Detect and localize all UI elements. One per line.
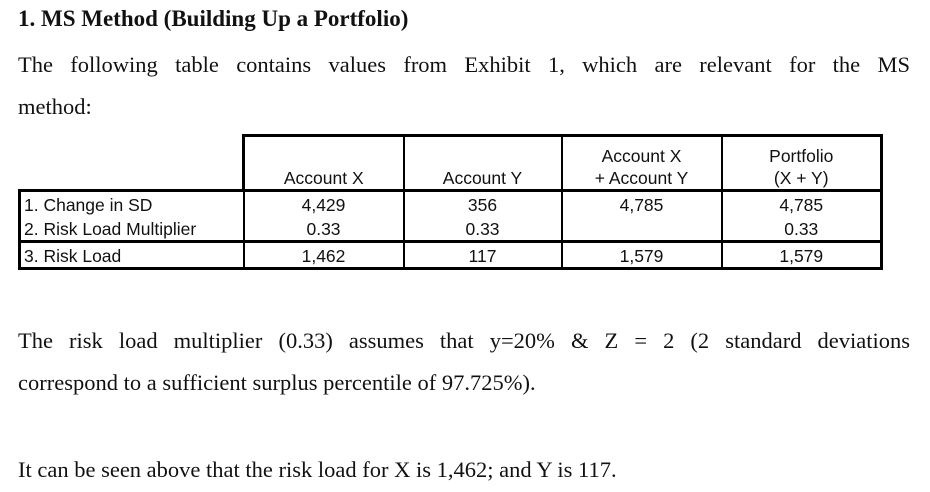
table-cell: 356	[402, 189, 563, 216]
table-cell: 0.33	[720, 216, 883, 242]
intro-paragraph: The following table contains values from…	[18, 44, 910, 128]
row-label-risk-load: 3. Risk Load	[18, 240, 245, 270]
ms-method-table: Account X Account Y Account X + Account …	[18, 134, 883, 270]
table-cell: 1,462	[242, 240, 405, 270]
table-row: 3. Risk Load 1,462 117 1,579 1,579	[18, 240, 883, 270]
table-cell: 1,579	[720, 240, 883, 270]
intro-line-1: The following table contains values from…	[18, 52, 910, 77]
note-line-1: The risk load multiplier (0.33) assumes …	[18, 328, 910, 353]
column-header-account-x-plus-y: Account X + Account Y	[560, 134, 723, 191]
table-cell: 4,785	[560, 189, 723, 216]
column-header-account-y: Account Y	[402, 134, 563, 191]
table-cell: 0.33	[402, 216, 563, 242]
intro-line-2: method:	[18, 94, 92, 119]
table-cell: 0.33	[242, 216, 405, 242]
table-cell: 4,429	[242, 189, 405, 216]
row-label-change-in-sd: 1. Change in SD	[18, 189, 245, 216]
table-corner-cell	[20, 136, 244, 191]
table-row: 1. Change in SD 4,429 356 4,785 4,785	[18, 189, 883, 216]
section-heading: 1. MS Method (Building Up a Portfolio)	[18, 6, 409, 31]
table-cell: 4,785	[720, 189, 883, 216]
table-cell: 117	[402, 240, 563, 270]
row-label-risk-load-multiplier: 2. Risk Load Multiplier	[18, 216, 245, 242]
table-header-row: Account X Account Y Account X + Account …	[20, 134, 883, 191]
column-header-account-x: Account X	[242, 134, 405, 191]
table-row: 2. Risk Load Multiplier 0.33 0.33 0.33	[18, 216, 883, 242]
conclusion-paragraph: It can be seen above that the risk load …	[18, 457, 617, 482]
note-line-2: correspond to a sufficient surplus perce…	[18, 370, 536, 395]
table-cell: 1,579	[560, 240, 723, 270]
column-header-portfolio: Portfolio (X + Y)	[720, 134, 883, 191]
note-paragraph: The risk load multiplier (0.33) assumes …	[18, 320, 910, 404]
table-cell	[560, 216, 723, 242]
